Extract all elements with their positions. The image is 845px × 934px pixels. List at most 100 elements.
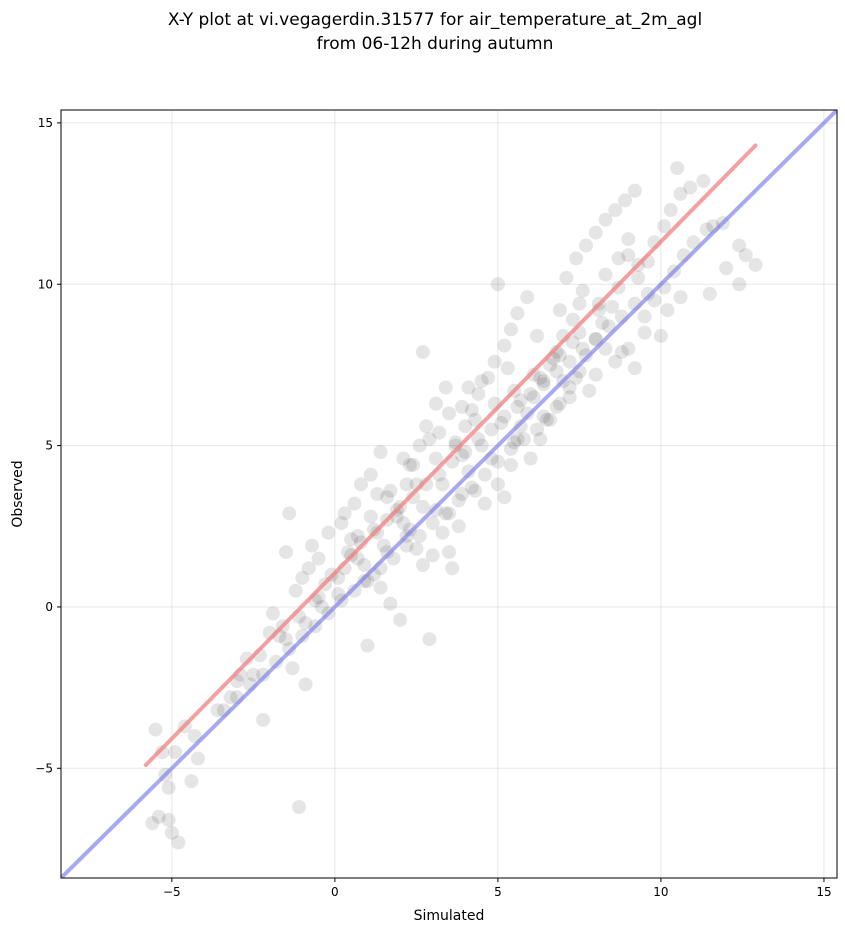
scatter-point: [503, 441, 518, 456]
scatter-point: [702, 286, 717, 301]
scatter-point: [536, 377, 551, 392]
scatter-point: [161, 812, 176, 827]
scatter-point: [533, 370, 548, 385]
scatter-point: [295, 570, 310, 585]
scatter-point: [428, 503, 443, 518]
scatter-point: [151, 809, 166, 824]
scatter-point: [353, 477, 368, 492]
scatter-point: [513, 393, 528, 408]
y-axis-label: Observed: [10, 460, 26, 527]
scatter-point: [363, 467, 378, 482]
scatter-point: [223, 690, 238, 705]
scatter-point: [738, 248, 753, 263]
scatter-point: [565, 335, 580, 350]
scatter-point: [301, 561, 316, 576]
scatter-point: [455, 448, 470, 463]
scatter-point: [549, 364, 564, 379]
reference-lines: [61, 110, 837, 878]
scatter-point: [510, 306, 525, 321]
scatter-point: [559, 270, 574, 285]
scatter-point: [171, 835, 186, 850]
scatter-point: [396, 516, 411, 531]
scatter-point: [490, 454, 505, 469]
scatter-point: [516, 432, 531, 447]
scatter-point: [618, 193, 633, 208]
scatter-point: [311, 551, 326, 566]
scatter-point: [406, 457, 421, 472]
scatter-point: [719, 261, 734, 276]
scatter-point: [347, 496, 362, 511]
scatter-point: [435, 525, 450, 540]
plot-frame: [60, 109, 838, 879]
scatter-point: [412, 528, 427, 543]
scatter-point: [370, 487, 385, 501]
scatter-point: [611, 251, 626, 266]
scatter-point: [484, 422, 499, 437]
scatter-point: [536, 374, 551, 389]
scatter-point: [282, 506, 297, 521]
scatter-point: [353, 535, 368, 550]
scatter-point: [539, 412, 554, 427]
scatter-point: [637, 325, 652, 340]
x-tick-label: 10: [653, 885, 668, 899]
scatter-point: [481, 370, 496, 385]
scatter-point: [347, 583, 362, 598]
scatter-point: [464, 403, 479, 418]
scatter-point: [673, 290, 688, 305]
scatter-point: [660, 303, 675, 318]
scatter-point: [292, 800, 307, 815]
scatter-point: [373, 580, 388, 595]
scatter-point: [148, 722, 163, 737]
scatter-point: [562, 390, 577, 405]
scatter-point: [406, 490, 421, 505]
scatter-point: [246, 667, 261, 682]
scatter-point: [536, 409, 551, 424]
scatter-point: [360, 638, 375, 653]
scatter-point: [321, 525, 336, 540]
scatter-points: [145, 161, 763, 850]
chart-title-line-2: from 06-12h during autumn: [317, 34, 554, 54]
scatter-point: [477, 496, 492, 511]
scatter-point: [164, 825, 179, 840]
scatter-point: [383, 483, 398, 498]
grid: [61, 110, 837, 878]
scatter-point: [415, 345, 430, 360]
x-axis-label: Simulated: [414, 908, 485, 924]
scatter-point: [513, 419, 528, 434]
scatter-point: [510, 432, 525, 447]
scatter-point: [487, 354, 502, 369]
scatter-point: [145, 816, 160, 831]
scatter-point: [578, 238, 593, 253]
scatter-point: [497, 338, 512, 353]
scatter-point: [265, 606, 280, 621]
scatter-point: [168, 745, 183, 760]
scatter-point: [334, 516, 349, 531]
scatter-point: [190, 751, 205, 766]
scatter-point: [161, 780, 176, 795]
scatter-point: [298, 677, 313, 692]
scatter-point: [442, 506, 456, 521]
scatter-point: [526, 367, 541, 382]
scatter-point: [748, 257, 763, 272]
scatter-point: [256, 712, 271, 727]
scatter-point: [367, 522, 382, 537]
scatter-point: [477, 467, 492, 482]
scatter-point: [376, 538, 391, 553]
y-tick-label: 0: [45, 600, 53, 614]
scatter-point: [471, 386, 486, 401]
scatter-point: [239, 651, 254, 666]
y-tick-label: 15: [38, 116, 53, 130]
scatter-point: [608, 203, 623, 218]
scatter-point: [575, 341, 590, 356]
chart-title-line-1: X-Y plot at vi.vegagerdin.31577 for air_…: [168, 10, 702, 30]
scatter-point: [269, 654, 284, 669]
scatter-point: [497, 409, 512, 424]
scatter-point: [383, 596, 398, 611]
scatter-point: [155, 745, 170, 760]
scatter-point: [314, 599, 329, 614]
scatter-point: [464, 480, 479, 495]
scatter-point: [520, 406, 535, 421]
scatter-point: [474, 374, 489, 389]
scatter-point: [363, 509, 378, 524]
scatter-point: [451, 493, 466, 508]
